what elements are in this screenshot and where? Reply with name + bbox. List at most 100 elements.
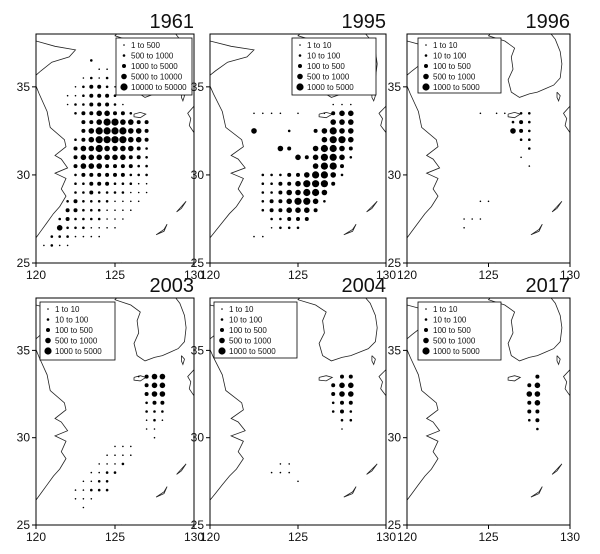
catch-point	[151, 382, 158, 389]
catch-point	[98, 235, 100, 238]
legend-label: 100 to 500	[307, 62, 345, 71]
legend-box	[291, 37, 377, 96]
catch-point	[96, 119, 102, 125]
catch-point	[98, 77, 100, 79]
catch-point	[304, 207, 310, 213]
catch-point	[144, 374, 149, 379]
catch-point	[323, 200, 326, 203]
legend-label: 10 to 100	[55, 316, 89, 325]
catch-point	[535, 418, 540, 423]
catch-point	[287, 181, 292, 186]
catch-point	[81, 128, 86, 133]
catch-point	[303, 188, 311, 197]
catch-point	[145, 410, 148, 413]
catch-point	[89, 84, 94, 89]
catch-point	[130, 209, 132, 211]
catch-point	[303, 180, 311, 188]
catch-point	[74, 191, 77, 194]
catch-point	[128, 164, 133, 169]
legend-box	[39, 301, 116, 361]
catch-point	[261, 182, 265, 185]
x-tick-label: 125	[288, 268, 308, 282]
catch-point	[144, 137, 149, 142]
coast-line	[343, 223, 357, 236]
catch-point	[113, 471, 117, 474]
catch-point	[286, 189, 293, 196]
catch-point	[97, 93, 102, 98]
catch-point	[129, 173, 133, 177]
catch-point	[321, 136, 328, 143]
catch-point	[121, 462, 125, 466]
legend-symbol	[220, 328, 224, 332]
legend-label: 10 to 100	[307, 52, 341, 61]
catch-point	[304, 155, 309, 160]
catch-point	[528, 147, 531, 150]
catch-point	[105, 488, 109, 492]
coast-line	[304, 524, 306, 525]
catch-point	[113, 103, 117, 106]
catch-point	[82, 103, 85, 106]
coast-line	[318, 111, 334, 119]
catch-point	[534, 382, 541, 389]
catch-point	[97, 488, 101, 492]
x-tick-label: 125	[105, 268, 125, 282]
catch-point	[90, 498, 93, 500]
catch-point	[111, 136, 119, 144]
catch-point	[279, 173, 282, 177]
legend-label: 500 to 1000	[433, 337, 476, 346]
coast-line	[120, 524, 122, 525]
catch-point	[348, 400, 353, 405]
catch-point	[137, 182, 140, 185]
legend-symbol	[47, 308, 49, 310]
catch-point	[114, 445, 116, 448]
legend-symbol	[423, 73, 429, 80]
catch-point	[90, 480, 93, 483]
x-tick-label: 130	[376, 268, 396, 282]
catch-point	[122, 218, 124, 220]
catch-point	[66, 244, 69, 247]
catch-point	[98, 471, 100, 474]
x-tick-label: 130	[376, 530, 396, 544]
y-tick-label: 25	[191, 256, 205, 270]
catch-point	[66, 103, 69, 106]
coast-line	[487, 298, 563, 362]
catch-point	[81, 111, 86, 116]
catch-point	[159, 391, 166, 397]
catch-point	[128, 119, 134, 125]
catch-point	[111, 127, 119, 135]
coast-line	[563, 105, 570, 133]
catch-point	[323, 112, 326, 115]
panel-year-title: 2003	[150, 275, 195, 297]
y-tick-label: 25	[17, 518, 31, 532]
catch-point	[278, 190, 283, 195]
catch-point	[145, 182, 148, 185]
catch-point	[136, 155, 141, 160]
catch-point	[50, 235, 54, 238]
catch-point	[519, 120, 524, 125]
catch-point	[121, 191, 125, 194]
catch-point	[66, 226, 69, 230]
legend-label: 500 to 1000	[229, 337, 272, 346]
catch-point	[90, 217, 93, 221]
legend-label: 5000 to 10000	[131, 73, 183, 82]
x-tick-label: 120	[26, 530, 46, 544]
legend-symbol	[425, 44, 427, 46]
catch-point	[105, 93, 110, 98]
catch-point	[144, 128, 149, 133]
coast-line	[494, 262, 496, 263]
catch-point	[348, 136, 354, 143]
catch-point	[74, 217, 77, 221]
legend-label: 10 to 100	[433, 316, 467, 325]
catch-point	[339, 110, 345, 117]
catch-point	[105, 164, 110, 169]
catch-point	[153, 418, 156, 422]
coast-line	[114, 298, 187, 362]
legend-label: 500 to 1000	[433, 73, 476, 82]
coast-line	[120, 262, 122, 263]
coast-line	[187, 105, 194, 133]
y-tick-label: 30	[388, 431, 402, 445]
catch-point	[97, 200, 101, 203]
coast-line	[371, 355, 376, 366]
catch-point	[519, 112, 523, 115]
